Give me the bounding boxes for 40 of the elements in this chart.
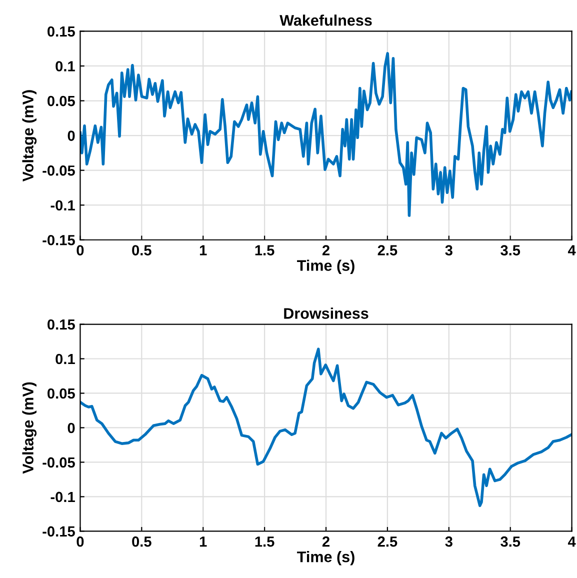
x-tick-label: 4 (568, 245, 576, 256)
x-tick-label: 2.5 (378, 245, 398, 256)
chart-title: Wakefulness (280, 14, 372, 26)
y-tick-label: 0.15 (48, 319, 75, 330)
x-tick-label: 3.5 (500, 245, 520, 256)
y-tick-label: 0 (68, 422, 75, 434)
y-tick-label: -0.15 (42, 526, 75, 537)
x-tick-label: 1.5 (255, 536, 274, 547)
y-tick-label: -0.1 (50, 200, 75, 211)
x-axis-title: Time (s) (297, 551, 354, 566)
y-tick-label: -0.05 (42, 457, 75, 468)
line-series (80, 348, 572, 508)
x-tick-label: 3 (445, 245, 452, 256)
chart-title: Drowsiness (284, 308, 368, 319)
x-tick-label: 2 (322, 245, 330, 256)
y-tick-label: -0.15 (42, 234, 75, 246)
x-tick-label: 1 (200, 536, 207, 547)
x-tick-label: 0.5 (132, 536, 152, 547)
x-tick-label: 4 (568, 536, 576, 547)
y-tick-label: 0.05 (48, 96, 75, 106)
y-tick-label: 0.1 (56, 354, 75, 364)
x-tick-label: 1.5 (255, 245, 274, 256)
x-tick-label: 2 (322, 536, 330, 547)
y-axis-title: Voltage (mV) (22, 382, 37, 474)
x-tick-label: 3 (445, 536, 452, 547)
x-tick-label: 2.5 (378, 536, 398, 547)
y-tick-label: 0.05 (48, 388, 75, 399)
y-tick-label: -0.05 (42, 165, 75, 176)
x-axis-title: Time (s) (297, 260, 354, 274)
line-series (80, 52, 572, 217)
y-tick-label: 0.1 (56, 61, 75, 72)
y-tick-label: 0.15 (48, 26, 75, 37)
y-tick-label: -0.1 (50, 492, 75, 502)
x-tick-label: 3.5 (500, 536, 520, 547)
x-tick-label: 0 (76, 536, 84, 547)
x-tick-label: 0 (76, 245, 84, 256)
x-tick-label: 0.5 (132, 245, 152, 256)
x-tick-label: 1 (200, 245, 207, 256)
y-tick-label: 0 (68, 130, 75, 141)
y-axis-title: Voltage (mV) (22, 90, 37, 182)
